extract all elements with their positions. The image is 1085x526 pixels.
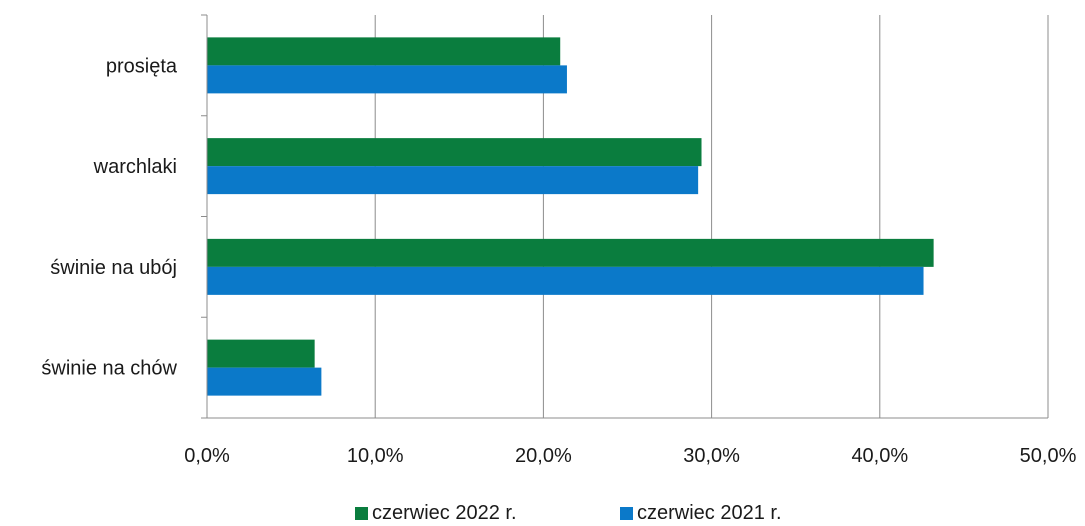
- bar: [207, 238, 934, 267]
- x-tick-label: 10,0%: [347, 445, 404, 467]
- bar: [207, 166, 699, 195]
- category-label: świnie na chów: [41, 358, 177, 380]
- legend-label-2022: czerwiec 2022 r.: [372, 502, 517, 524]
- legend-swatch-2022: [355, 507, 368, 520]
- bar: [207, 138, 702, 167]
- bar: [207, 367, 322, 396]
- category-label: warchlaki: [93, 156, 177, 178]
- x-tick-label: 0,0%: [184, 445, 230, 467]
- bar: [207, 37, 561, 66]
- category-label: świnie na ubój: [50, 257, 177, 279]
- x-tick-label: 40,0%: [851, 445, 908, 467]
- legend-swatch-2021: [620, 507, 633, 520]
- x-tick-label: 50,0%: [1020, 445, 1077, 467]
- bar: [207, 266, 924, 295]
- x-tick-label: 20,0%: [515, 445, 572, 467]
- legend-item-2021: czerwiec 2021 r.: [620, 502, 782, 525]
- bar: [207, 65, 567, 94]
- legend-label-2021: czerwiec 2021 r.: [637, 502, 782, 524]
- legend-item-2022: czerwiec 2022 r.: [355, 502, 517, 525]
- bar: [207, 339, 315, 368]
- x-tick-label: 30,0%: [683, 445, 740, 467]
- legend: czerwiec 2022 r. czerwiec 2021 r.: [0, 500, 1085, 526]
- category-label: prosięta: [106, 55, 178, 77]
